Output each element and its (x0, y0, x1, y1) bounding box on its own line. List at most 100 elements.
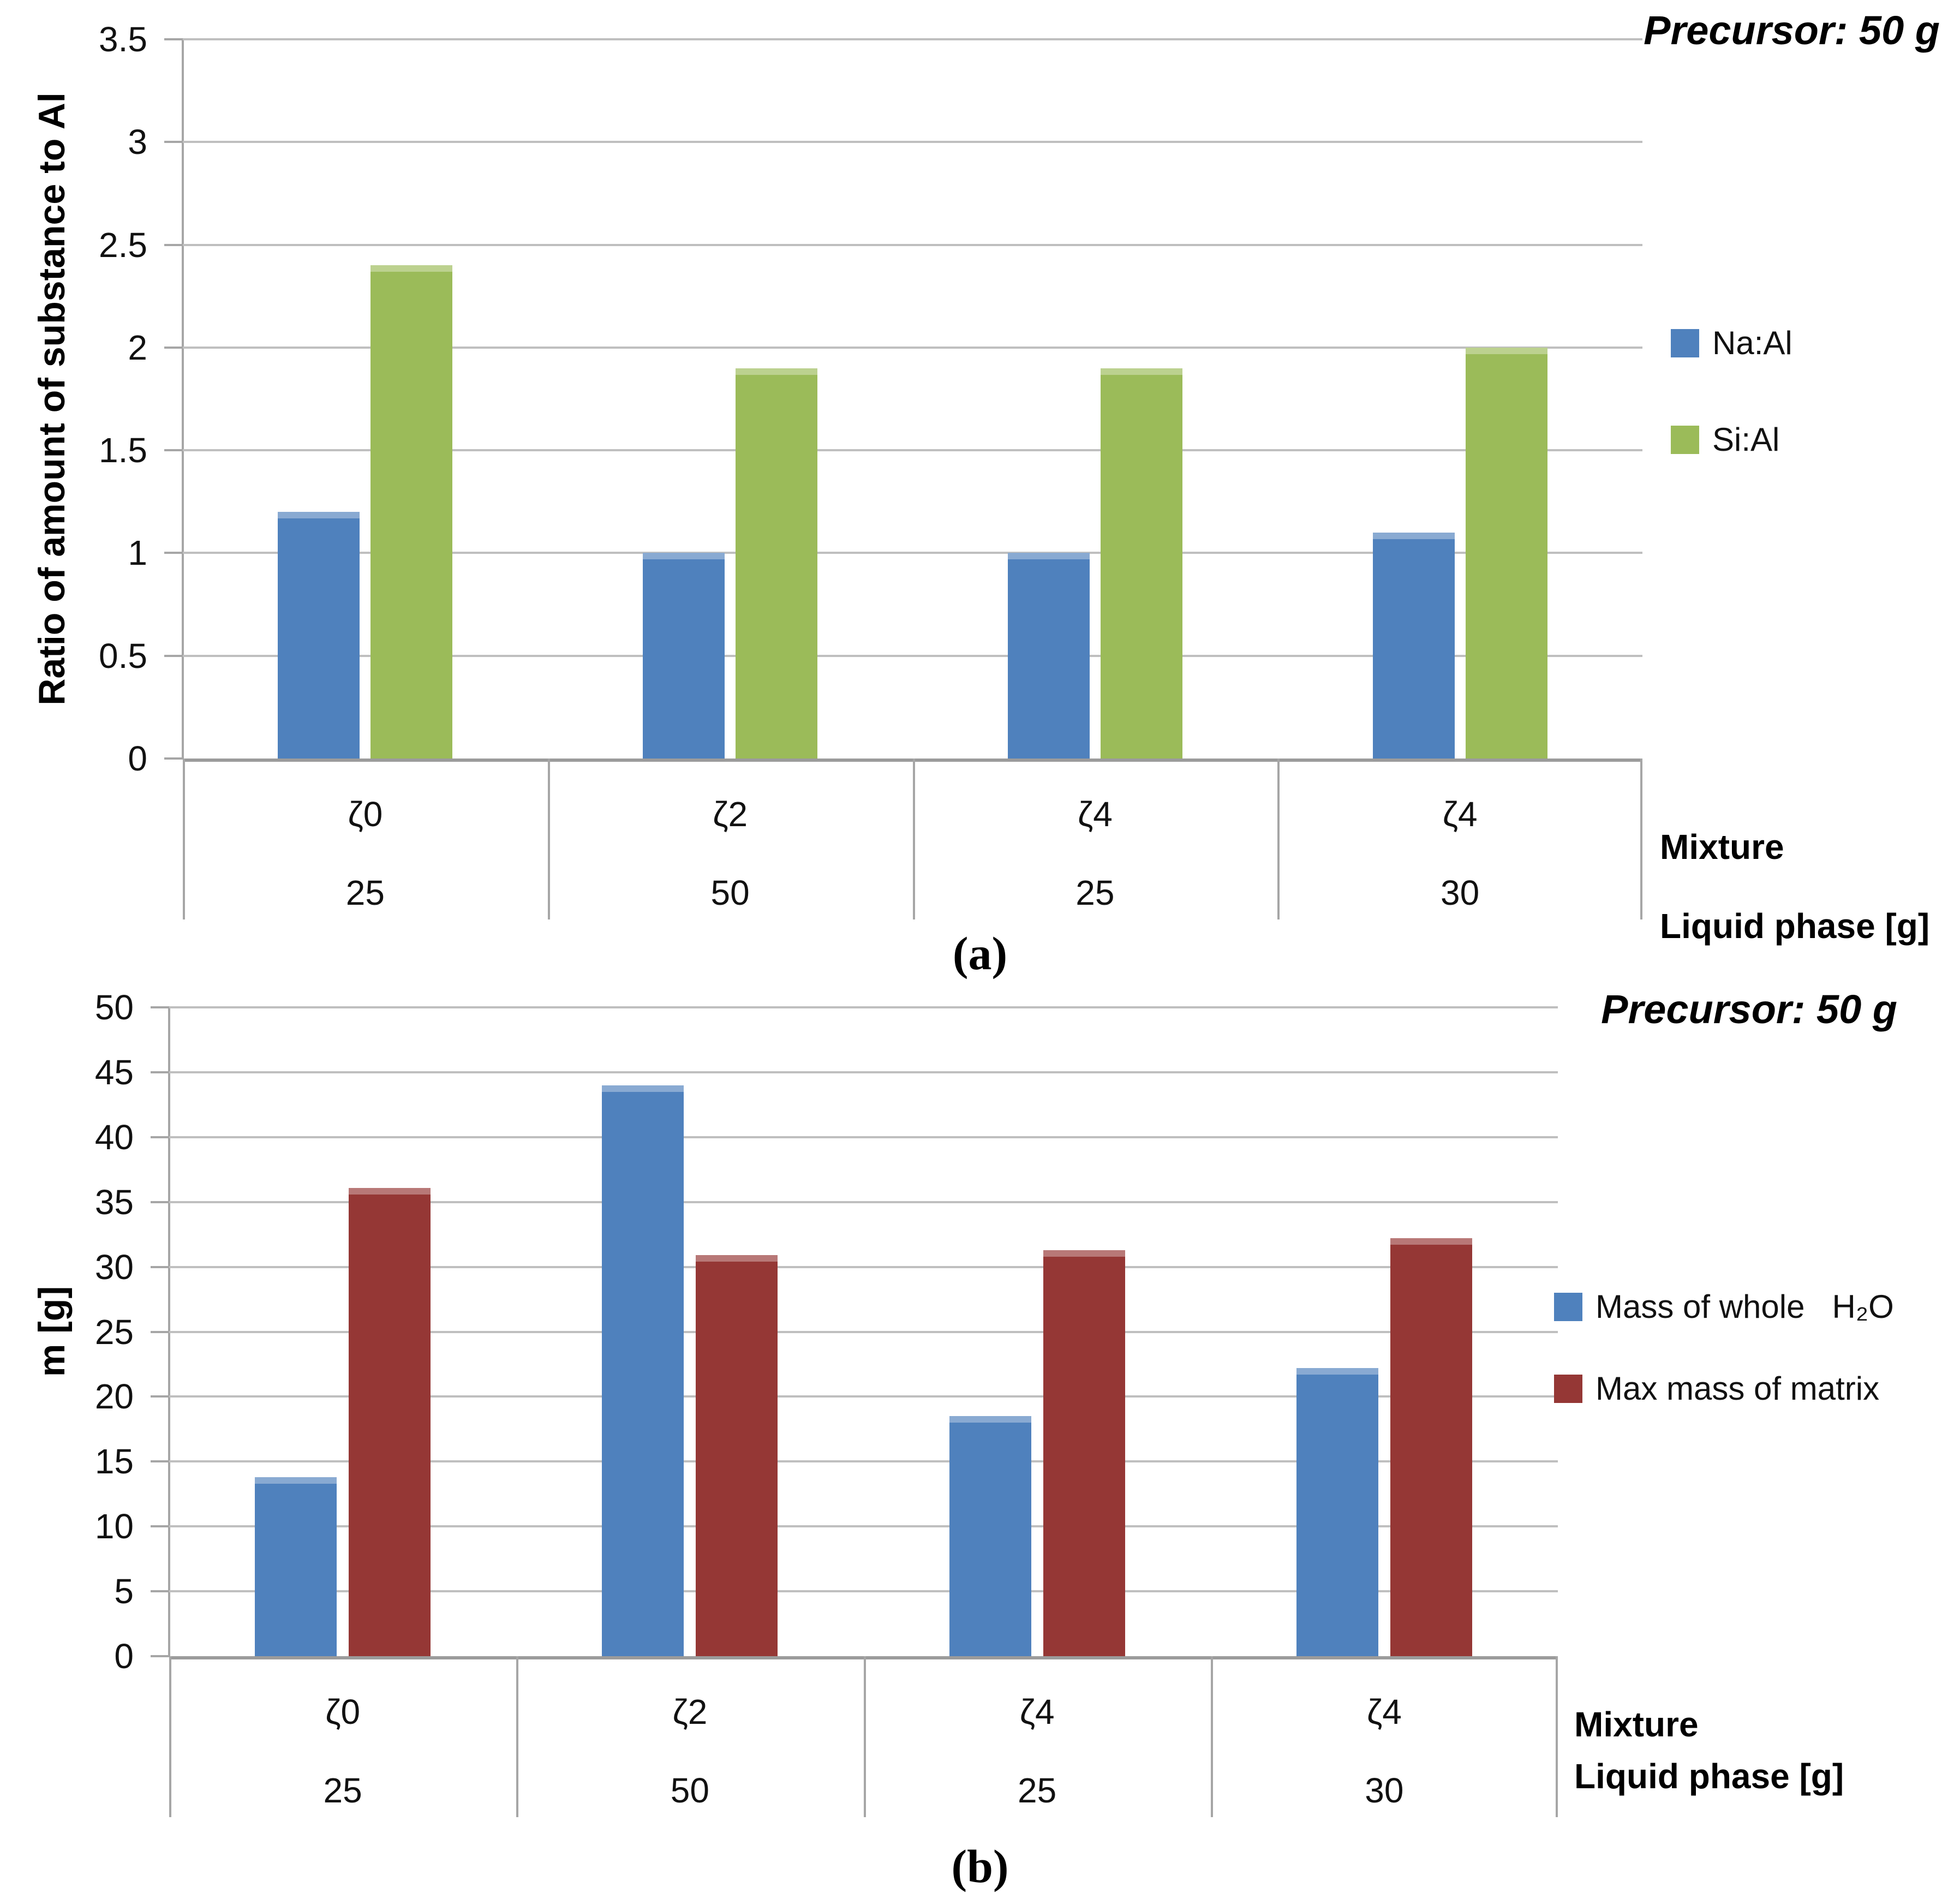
y-tick-label: 3.5 (99, 20, 147, 59)
y-tick-label: 1.5 (99, 431, 147, 470)
caption-b: (b) (951, 1840, 1009, 1892)
legend-label: Mass of whole H₂O (1596, 1288, 1894, 1325)
gridline (169, 1395, 1558, 1398)
gridline (169, 1265, 1558, 1268)
bar-top-highlight (278, 512, 360, 519)
y-tick-mark (164, 757, 183, 760)
bar-a-series1-group0 (371, 265, 453, 759)
bar-a-series0-group3 (1372, 532, 1455, 759)
bar-b-series0-group3 (1296, 1368, 1378, 1656)
bar-a-series1-group2 (1100, 368, 1182, 759)
y-tick-mark (164, 346, 183, 349)
chart-b-plot-area (169, 1006, 1558, 1659)
y-tick-label: 2 (128, 327, 147, 367)
bar-top-highlight (1296, 1368, 1378, 1375)
y-tick-label: 15 (94, 1442, 134, 1482)
y-tick-mark (164, 654, 183, 657)
gridline (169, 1330, 1558, 1333)
gridline (183, 552, 1642, 554)
bar-top-highlight (371, 265, 453, 272)
bar-top-highlight (1372, 532, 1455, 539)
bar-top-highlight (949, 1416, 1031, 1423)
y-tick-label: 10 (94, 1507, 134, 1546)
y-tick-mark (151, 1071, 169, 1073)
y-tick-mark (164, 552, 183, 554)
y-tick-mark (151, 1136, 169, 1138)
category-divider (912, 759, 915, 919)
chart-a-liquid-phase-axis-label: Liquid phase [g] (1660, 906, 1930, 946)
chart-b-title: Precursor: 50 g (1601, 987, 1897, 1032)
category-divider (547, 759, 550, 919)
y-tick-label: 5 (114, 1572, 134, 1611)
y-tick-label: 35 (94, 1182, 134, 1222)
y-tick-mark (151, 1525, 169, 1528)
chart-a-title: Precursor: 50 g (1644, 8, 1940, 53)
bar-b-series1-group1 (696, 1255, 778, 1656)
y-tick-label: 2.5 (99, 225, 147, 265)
category-mixture-label: ζ4 (1366, 1692, 1402, 1731)
y-tick-mark (151, 1006, 169, 1008)
y-tick-label: 0 (114, 1637, 134, 1676)
gridline (183, 38, 1642, 40)
y-tick-label: 0.5 (99, 636, 147, 676)
y-tick-mark (164, 449, 183, 452)
category-divider (169, 1656, 171, 1817)
bar-a-series0-group0 (278, 512, 360, 759)
gridline (183, 346, 1642, 349)
bar-a-series1-group3 (1465, 347, 1547, 759)
gridline (183, 141, 1642, 144)
y-tick-mark (151, 1655, 169, 1657)
y-tick-mark (151, 1460, 169, 1463)
gridline (183, 449, 1642, 452)
bar-top-highlight (736, 368, 818, 375)
bar-a-series0-group2 (1007, 553, 1090, 759)
category-liquid-phase-label: 25 (1075, 873, 1115, 912)
category-liquid-phase-label: 30 (1365, 1771, 1404, 1810)
category-mixture-label: ζ2 (672, 1692, 708, 1731)
category-mixture-label: ζ0 (348, 795, 383, 834)
category-liquid-phase-label: 25 (345, 873, 385, 912)
chart-a-plot-area (183, 38, 1642, 762)
na-al-swatch-icon (1671, 329, 1699, 357)
bar-top-highlight (1465, 347, 1547, 354)
gridline (169, 1201, 1558, 1203)
category-divider (1277, 759, 1280, 919)
y-tick-mark (164, 141, 183, 144)
category-mixture-label: ζ4 (1019, 1692, 1055, 1731)
gridline (169, 1525, 1558, 1528)
gridline (169, 1006, 1558, 1008)
chart-b-mixture-axis-label: Mixture (1574, 1705, 1699, 1744)
category-liquid-phase-label: 25 (1018, 1771, 1057, 1810)
bar-top-highlight (1043, 1250, 1125, 1257)
category-liquid-phase-label: 50 (710, 873, 750, 912)
legend-label: Max mass of matrix (1596, 1370, 1880, 1407)
bar-top-highlight (1100, 368, 1182, 375)
si-al-swatch-icon (1671, 426, 1699, 454)
bar-top-highlight (1007, 553, 1090, 560)
y-tick-label: 25 (94, 1312, 134, 1352)
legend-label: Si:Al (1712, 421, 1780, 458)
legend-item-max-mass-of-matrix: Max mass of matrix (1554, 1371, 1894, 1407)
legend-item-si-al: Si:Al (1671, 422, 1792, 458)
y-tick-label: 50 (94, 988, 134, 1027)
caption-a: (a) (952, 927, 1008, 980)
bar-a-series0-group1 (643, 553, 725, 759)
category-mixture-label: ζ4 (1077, 795, 1113, 834)
gridline (169, 1071, 1558, 1073)
gridline (183, 243, 1642, 246)
y-tick-label: 1 (128, 533, 147, 573)
bar-b-series0-group1 (602, 1085, 684, 1656)
bar-b-series1-group3 (1390, 1238, 1472, 1656)
y-tick-label: 3 (128, 122, 147, 162)
y-tick-label: 30 (94, 1247, 134, 1287)
y-tick-label: 0 (128, 739, 147, 778)
chart-b-category-area: ζ0 ζ2 ζ4 ζ4 25 50 25 30 (169, 1656, 1558, 1817)
gridline (169, 1460, 1558, 1463)
legend-item-na-al: Na:Al (1671, 325, 1792, 361)
chart-a-y-axis-line (182, 39, 184, 759)
bar-top-highlight (255, 1477, 337, 1484)
chart-b-y-axis-line (168, 1007, 170, 1656)
legend-item-mass-of-whole-h2o: Mass of whole H₂O (1554, 1289, 1894, 1325)
chart-a-mixture-axis-label: Mixture (1660, 827, 1784, 867)
